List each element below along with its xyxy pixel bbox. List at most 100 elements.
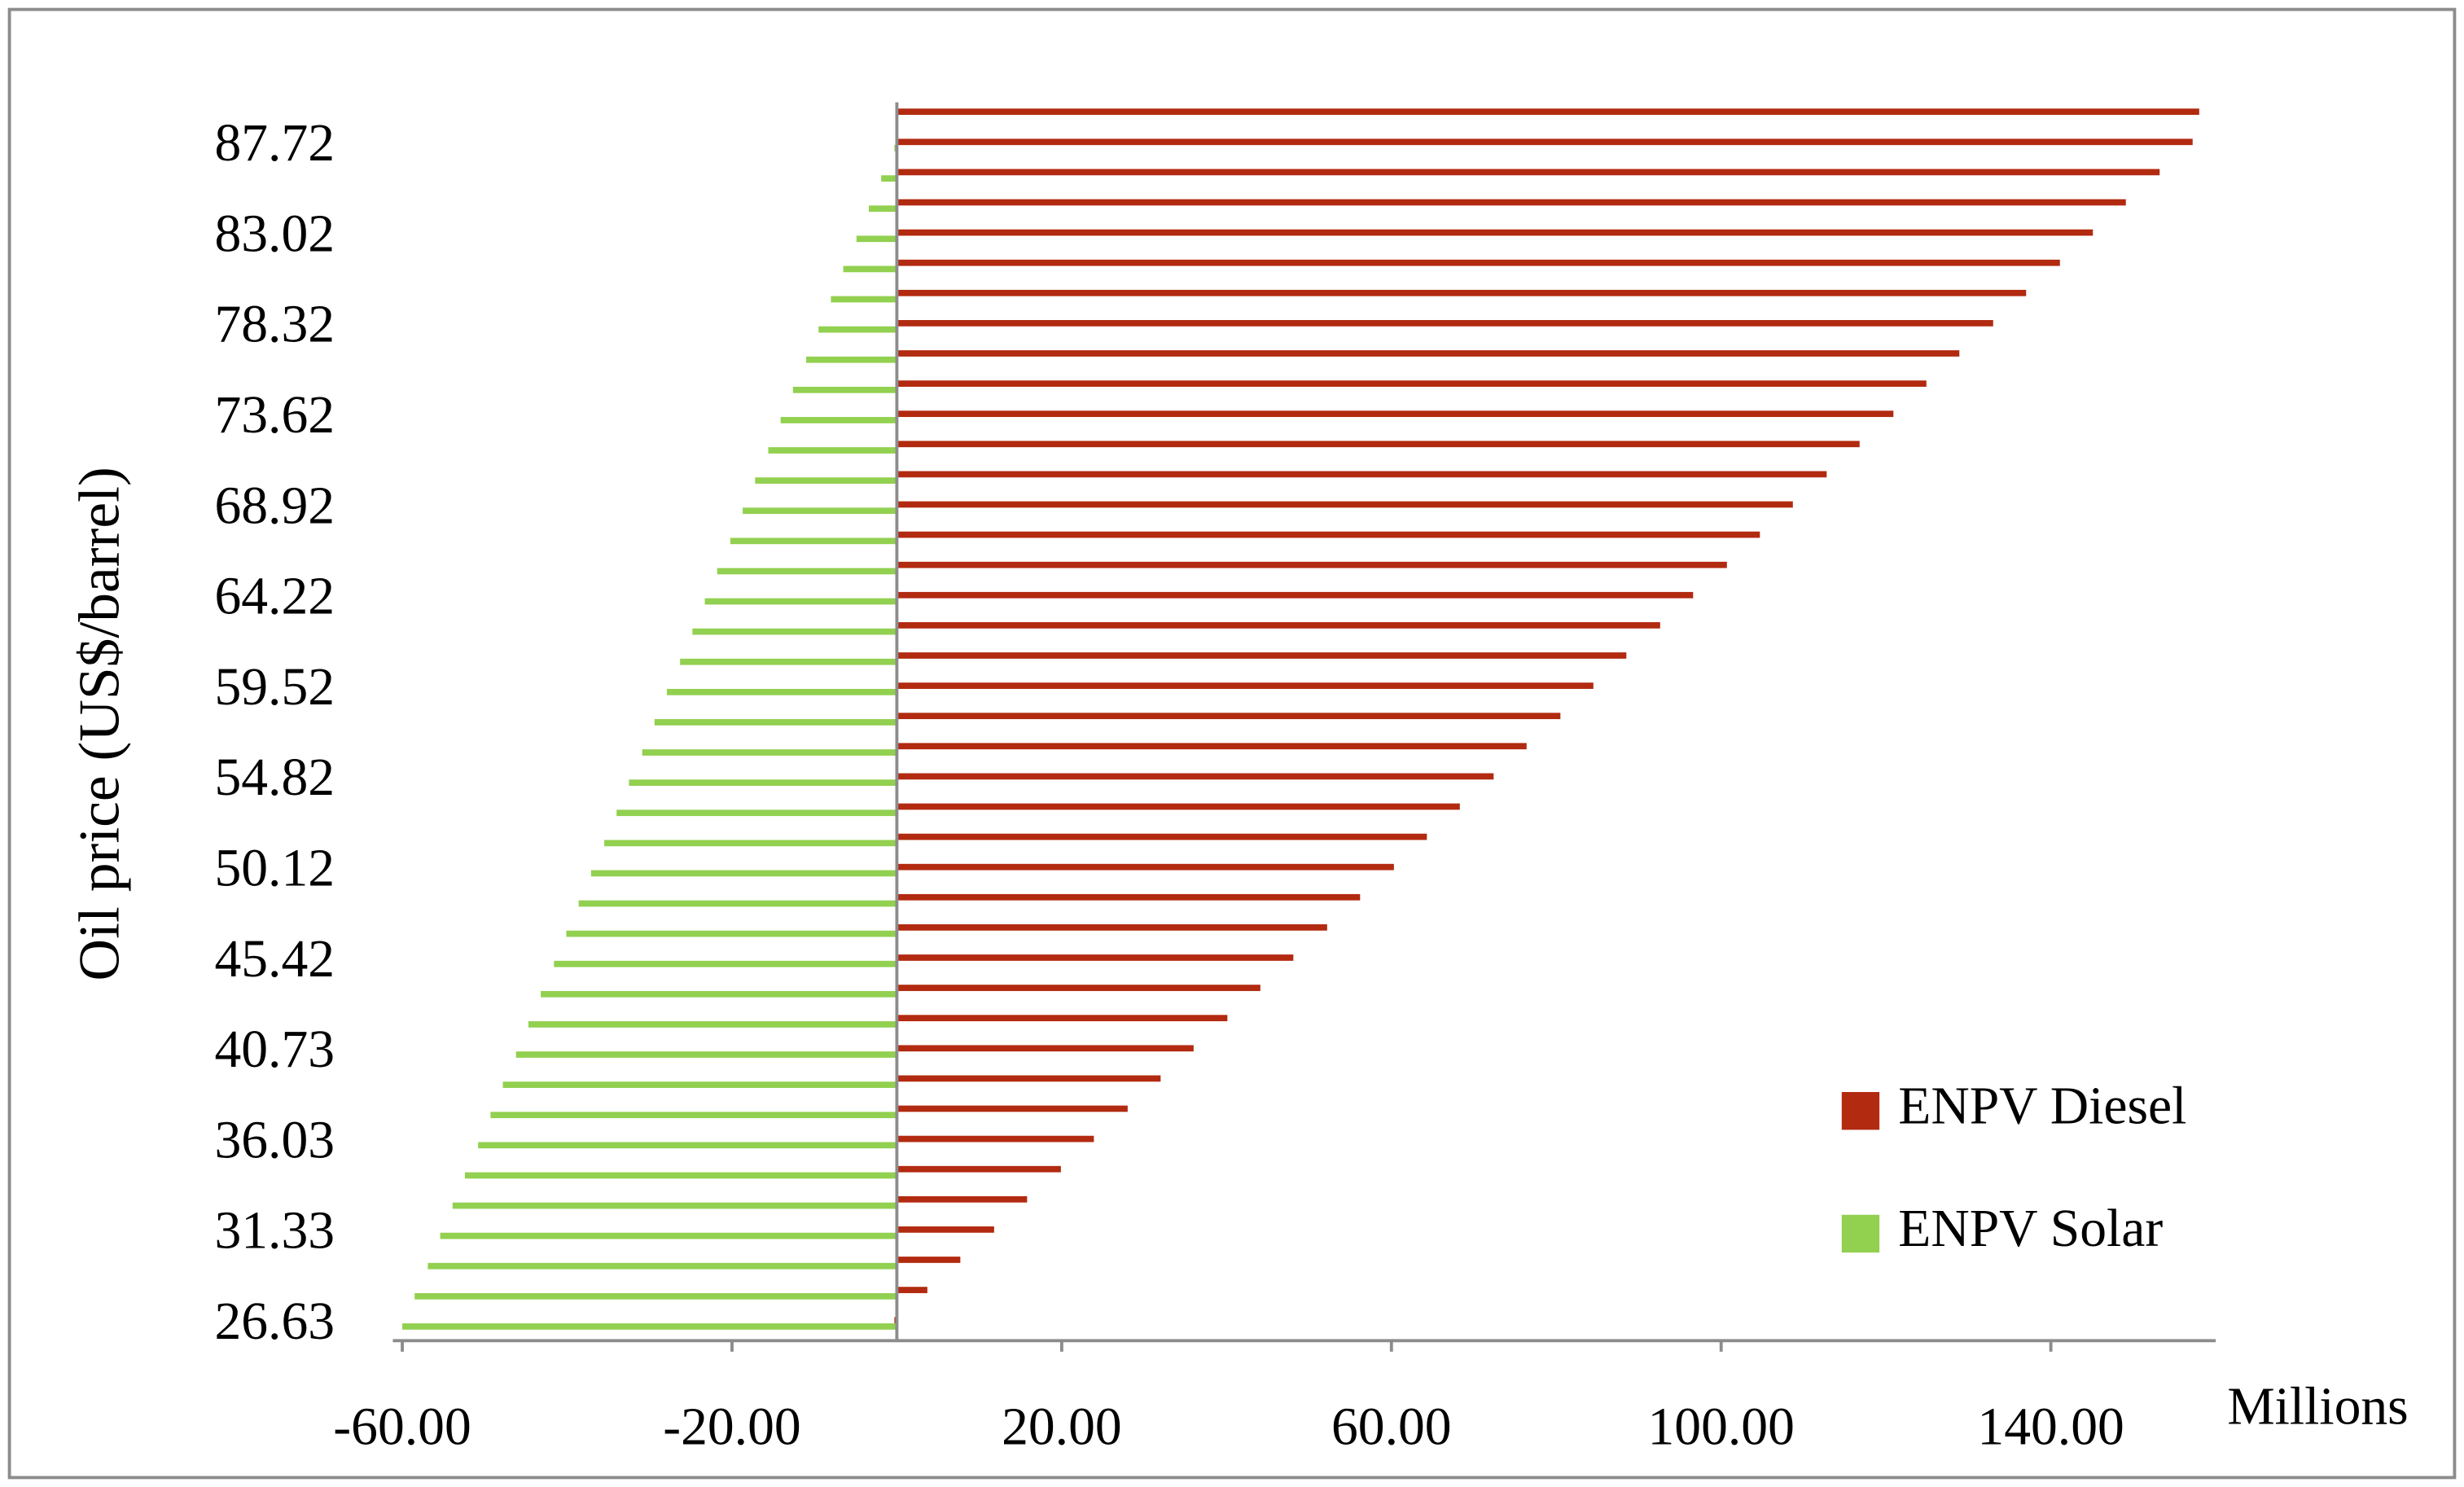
bar: [843, 265, 897, 273]
bar: [515, 1051, 897, 1058]
bar: [897, 803, 1460, 810]
bar: [717, 568, 897, 575]
bar: [897, 863, 1394, 871]
bar: [897, 1135, 1094, 1143]
bar: [464, 1172, 897, 1179]
bar: [730, 537, 897, 545]
bar: [897, 169, 2160, 176]
bar: [897, 380, 1927, 387]
bar: [856, 235, 897, 243]
bar: [897, 591, 1694, 599]
bar: [755, 477, 897, 484]
y-tick-label: 68.92: [214, 476, 335, 535]
bar: [897, 199, 2126, 206]
bar: [806, 356, 897, 363]
x-tick-label: 60.00: [1331, 1397, 1452, 1456]
bar: [897, 1165, 1061, 1173]
y-tick-label: 40.73: [214, 1020, 335, 1079]
y-tick-label: 54.82: [214, 748, 335, 807]
bar: [680, 658, 897, 665]
bar: [897, 1105, 1128, 1112]
bar: [897, 531, 1760, 538]
bar: [590, 870, 897, 877]
y-tick-label: 59.52: [214, 657, 335, 717]
bar: [897, 773, 1494, 780]
bar: [629, 779, 897, 786]
bar: [897, 833, 1427, 840]
bar: [897, 138, 2193, 146]
bar: [440, 1232, 897, 1239]
bar: [642, 749, 897, 756]
bar: [616, 809, 897, 817]
bar: [692, 628, 897, 635]
legend-swatch: [1841, 1214, 1880, 1253]
bar: [897, 350, 1960, 357]
y-tick-label: 26.63: [214, 1292, 335, 1351]
bar: [897, 652, 1627, 659]
legend-label: ENPV Diesel: [1898, 1076, 2186, 1135]
bar: [897, 441, 1860, 448]
bar: [897, 1045, 1194, 1052]
y-tick-label: 78.32: [214, 295, 335, 354]
y-tick-label: 31.33: [214, 1201, 335, 1261]
bar: [897, 622, 1660, 629]
bar: [897, 893, 1361, 901]
bar: [792, 386, 897, 393]
bar: [578, 900, 897, 907]
bar: [897, 1195, 1028, 1203]
bar: [897, 561, 1727, 568]
legend-swatch: [1841, 1091, 1880, 1130]
bar: [541, 990, 897, 998]
bar: [897, 1257, 961, 1263]
x-tick-label: 100.00: [1648, 1397, 1795, 1456]
x-tick-label: -20.00: [663, 1397, 800, 1456]
bar: [402, 1323, 897, 1330]
bar: [704, 598, 897, 605]
y-axis-title: Oil price (US$/barrel): [68, 467, 132, 980]
bar: [490, 1112, 897, 1119]
bar: [897, 1015, 1228, 1022]
bar: [881, 175, 897, 182]
x-tick-label: 20.00: [1002, 1397, 1122, 1456]
bar: [897, 320, 1993, 327]
bar: [414, 1292, 897, 1300]
bar: [666, 688, 897, 695]
bar: [897, 1226, 994, 1233]
bar: [452, 1202, 897, 1209]
bar: [897, 229, 2094, 236]
bar: [654, 719, 897, 726]
bar: [897, 259, 2060, 266]
bar: [897, 1075, 1161, 1082]
bar: [478, 1142, 897, 1149]
bar: [427, 1262, 897, 1270]
bar: [566, 930, 897, 937]
bar: [897, 108, 2199, 116]
bar: [502, 1081, 897, 1088]
y-tick-label: 45.42: [214, 929, 335, 989]
x-axis-title: Millions: [2227, 1376, 2408, 1436]
bar: [868, 205, 897, 213]
y-tick-label: 83.02: [214, 204, 335, 263]
bar: [743, 507, 897, 515]
bar: [897, 954, 1294, 961]
bar: [831, 296, 897, 303]
bar: [897, 501, 1793, 508]
bar: [897, 471, 1827, 478]
x-tick-label: 140.00: [1977, 1397, 2124, 1456]
bar: [897, 289, 2027, 296]
bar: [897, 1287, 927, 1293]
bar: [897, 682, 1594, 689]
y-tick-label: 36.03: [214, 1110, 335, 1169]
y-tick-label: 50.12: [214, 838, 335, 897]
bar: [897, 410, 1894, 418]
y-tick-label: 87.72: [214, 113, 335, 173]
bar: [554, 960, 897, 967]
bar: [897, 924, 1327, 931]
bar: [897, 713, 1561, 720]
x-tick-label: -60.00: [333, 1397, 471, 1456]
legend-label: ENPV Solar: [1898, 1199, 2163, 1258]
bar: [897, 985, 1260, 991]
bar: [528, 1021, 897, 1028]
bar: [768, 447, 897, 454]
